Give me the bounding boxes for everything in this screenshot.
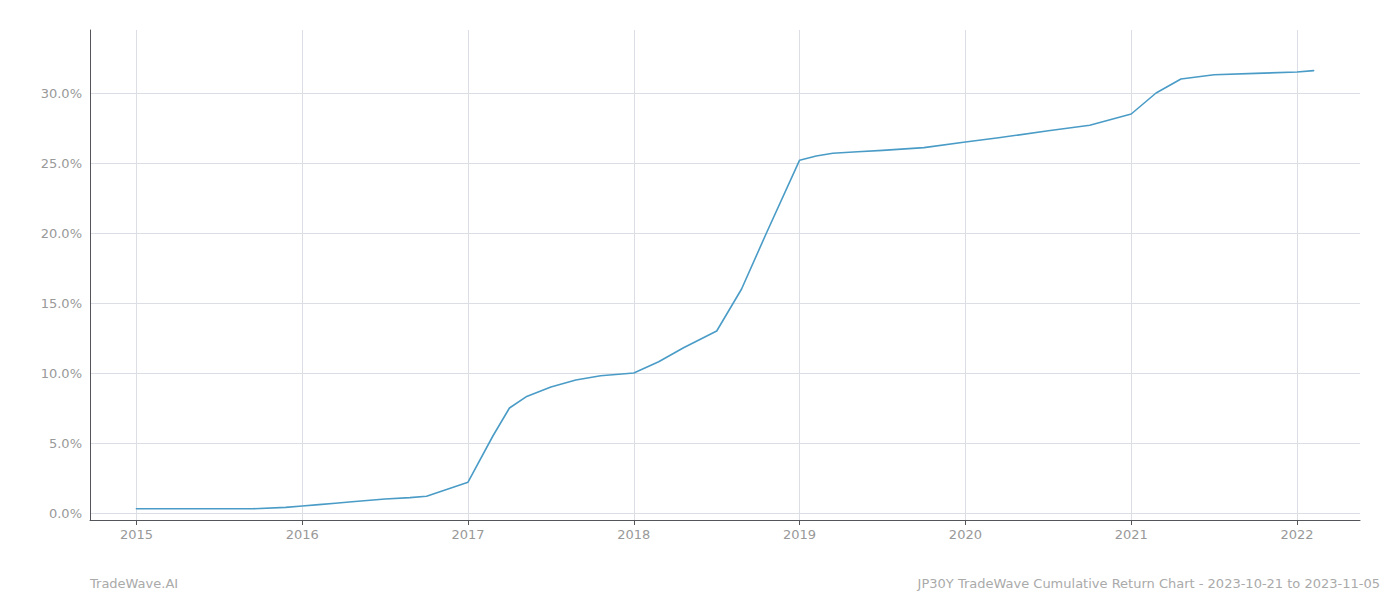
svg-text:2016: 2016 xyxy=(286,527,319,542)
svg-text:2022: 2022 xyxy=(1280,527,1313,542)
svg-text:5.0%: 5.0% xyxy=(49,436,82,451)
svg-text:2015: 2015 xyxy=(120,527,153,542)
svg-text:2020: 2020 xyxy=(949,527,982,542)
svg-text:JP30Y TradeWave Cumulative Ret: JP30Y TradeWave Cumulative Return Chart … xyxy=(917,576,1380,591)
svg-text:20.0%: 20.0% xyxy=(41,226,82,241)
svg-text:2021: 2021 xyxy=(1115,527,1148,542)
svg-text:10.0%: 10.0% xyxy=(41,366,82,381)
svg-text:2019: 2019 xyxy=(783,527,816,542)
svg-text:TradeWave.AI: TradeWave.AI xyxy=(89,576,178,591)
svg-text:0.0%: 0.0% xyxy=(49,506,82,521)
svg-text:2018: 2018 xyxy=(617,527,650,542)
svg-text:2017: 2017 xyxy=(451,527,484,542)
svg-text:30.0%: 30.0% xyxy=(41,86,82,101)
svg-text:25.0%: 25.0% xyxy=(41,156,82,171)
svg-text:15.0%: 15.0% xyxy=(41,296,82,311)
